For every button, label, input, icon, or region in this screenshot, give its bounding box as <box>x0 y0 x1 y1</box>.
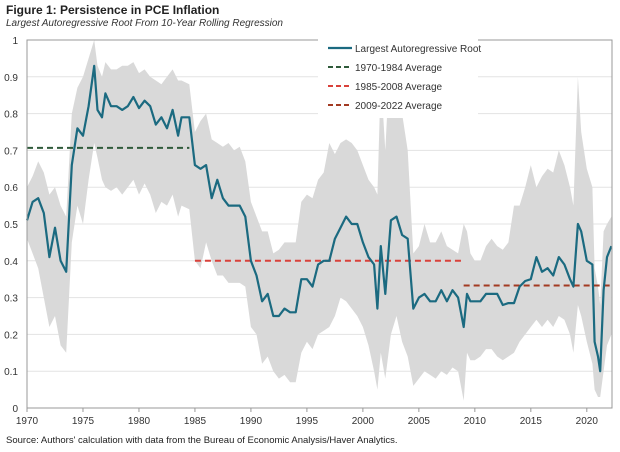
y-tick-label: 0.8 <box>4 110 18 121</box>
y-tick-label: 0 <box>12 404 18 415</box>
series-line-largest-root <box>25 64 613 373</box>
legend-label-avg2: 1985-2008 Average <box>355 82 443 93</box>
y-tick-label: 0.4 <box>4 257 18 268</box>
x-tick-label: 2010 <box>464 416 487 427</box>
x-tick-label: 1970 <box>16 416 39 427</box>
x-tick-label: 2020 <box>576 416 599 427</box>
figure-subtitle: Largest Autoregressive Root From 10-Year… <box>6 18 283 29</box>
y-tick-label: 0.3 <box>4 294 18 305</box>
y-tick-label: 0.2 <box>4 330 18 341</box>
y-tick-label: 1 <box>12 36 18 47</box>
legend-label-avg3: 2009-2022 Average <box>355 101 443 112</box>
legend-label-series: Largest Autoregressive Root <box>355 44 481 55</box>
x-tick-label: 1990 <box>240 416 263 427</box>
figure-title: Figure 1: Persistence in PCE Inflation <box>6 3 220 17</box>
y-tick-label: 0.5 <box>4 220 18 231</box>
x-axis: 1970 1975 1980 1985 1990 1995 2000 2005 2010 2015… <box>16 408 598 427</box>
y-tick-label: 0.9 <box>4 73 18 84</box>
x-tick-label: 2005 <box>408 416 431 427</box>
source-note: Source: Authors' calculation with data f… <box>6 435 398 446</box>
x-tick-label: 1975 <box>72 416 95 427</box>
legend-label-avg1: 1970-1984 Average <box>355 63 443 74</box>
x-tick-label: 1985 <box>184 416 207 427</box>
y-tick-label: 0.7 <box>4 146 18 157</box>
x-tick-label: 1995 <box>296 416 319 427</box>
x-tick-label: 1980 <box>128 416 151 427</box>
y-axis: 0 0.1 0.2 0.3 0.4 0.5 0.6 0.7 0.8 0.9 1 <box>4 36 18 415</box>
y-tick-label: 0.6 <box>4 183 18 194</box>
legend: Largest Autoregressive Root 1970-1984 Av… <box>318 38 481 118</box>
x-tick-label: 2000 <box>352 416 375 427</box>
y-tick-label: 0.1 <box>4 367 18 378</box>
x-tick-label: 2015 <box>520 416 543 427</box>
